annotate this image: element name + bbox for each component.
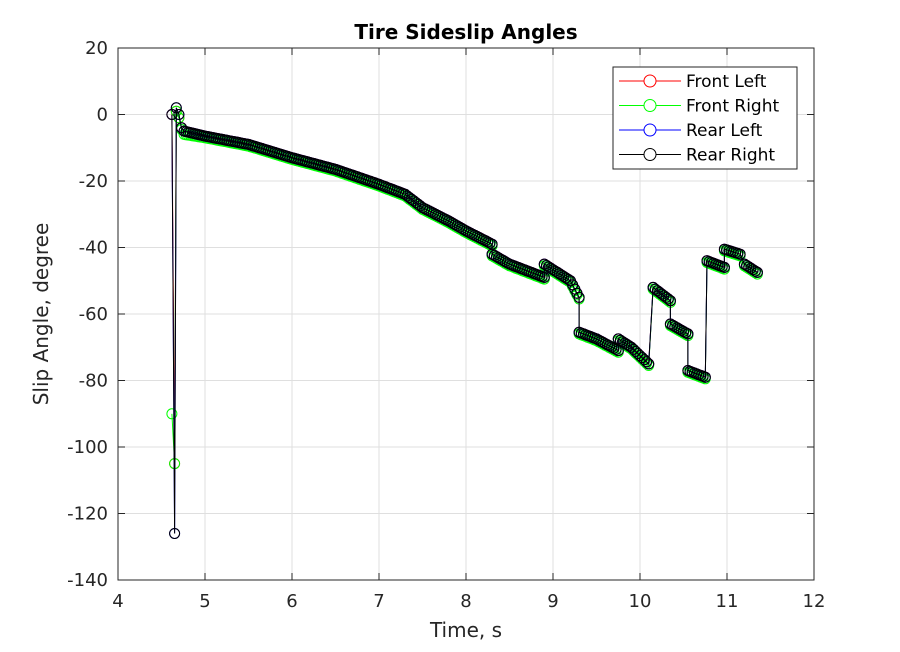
x-tick-label: 4 — [112, 591, 123, 612]
data-point — [682, 328, 694, 340]
ticks: 4 5 6 7 8 9 10 11 12 20 0 -20 -40 -60 -80 -100 -120 -140 — [67, 38, 825, 612]
legend-marker — [643, 148, 657, 161]
data-point — [751, 266, 763, 278]
x-tick-label: 5 — [199, 591, 210, 612]
y-tick-label: -40 — [79, 238, 108, 259]
y-tick-label: -100 — [67, 437, 108, 458]
x-tick-label: 9 — [547, 591, 558, 612]
y-tick-label: -120 — [67, 504, 108, 525]
data-point — [643, 358, 655, 370]
legend-entry-label: Rear Left — [686, 121, 763, 141]
data-point — [612, 345, 624, 357]
data-point — [699, 371, 711, 383]
data-point — [538, 271, 550, 283]
data-point — [173, 109, 185, 120]
data-point — [749, 265, 761, 277]
data-point — [573, 291, 585, 303]
x-tick-label: 8 — [460, 591, 471, 612]
data-point — [484, 237, 496, 249]
y-tick-label: -80 — [79, 371, 108, 392]
data-point — [734, 248, 746, 260]
data-point — [634, 350, 646, 362]
x-axis-label: Time, s — [429, 618, 502, 642]
y-axis-label: Slip Angle, degree — [29, 223, 53, 406]
y-tick-label: -140 — [67, 570, 108, 591]
x-tick-label: 6 — [286, 591, 297, 612]
legend-marker — [643, 123, 657, 137]
x-tick-label: 7 — [373, 591, 384, 612]
legend-marker — [643, 74, 657, 88]
legend-entry-label: Rear Right — [686, 146, 775, 166]
grid — [117, 47, 815, 581]
x-tick-label: 11 — [716, 591, 739, 612]
data-point — [641, 356, 652, 368]
data-point — [625, 341, 637, 353]
data-point — [628, 343, 639, 355]
data-point — [169, 528, 181, 539]
legend-entry-label: Front Left — [686, 72, 767, 92]
x-tick-label: 10 — [629, 591, 652, 612]
data-point — [662, 293, 674, 305]
data-point — [170, 102, 182, 114]
data-point — [166, 408, 178, 420]
legend-entry-label: Front Right — [686, 97, 780, 117]
legend: Front Left Front Right Rear Left Rear Right — [612, 66, 798, 170]
data-point — [610, 343, 622, 355]
series-rear-right — [166, 102, 763, 539]
series-layer — [166, 102, 763, 539]
y-tick-label: -60 — [79, 304, 108, 325]
data-point — [173, 112, 185, 124]
y-tick-label: -20 — [79, 171, 108, 192]
x-tick-label: 12 — [803, 591, 826, 612]
data-point — [562, 273, 574, 285]
y-tick-label: 0 — [97, 105, 108, 126]
data-point — [630, 345, 642, 357]
legend-box — [612, 66, 798, 170]
data-point — [680, 327, 692, 339]
data-point — [664, 295, 676, 307]
data-point — [636, 352, 648, 364]
data-point — [638, 354, 650, 366]
data-point — [632, 348, 644, 359]
chart-title: Tire Sideslip Angles — [354, 20, 577, 44]
legend-marker — [643, 99, 657, 112]
y-tick-label: 20 — [85, 38, 108, 59]
data-point — [718, 261, 730, 273]
